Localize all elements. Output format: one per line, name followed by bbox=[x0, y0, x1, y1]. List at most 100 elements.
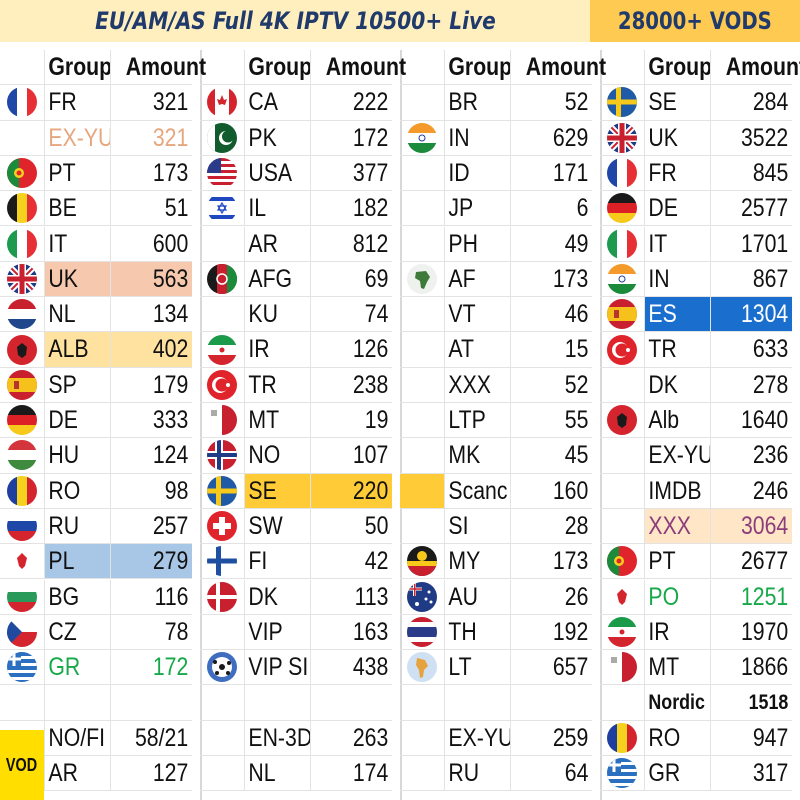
group-cell: FR bbox=[44, 85, 110, 121]
amount-cell: 222 bbox=[310, 85, 392, 121]
table-header-row: Group Amount bbox=[400, 50, 606, 86]
amount-cell bbox=[110, 685, 192, 721]
group-cell: KU bbox=[244, 297, 310, 333]
table-row: ES 1304 bbox=[600, 297, 800, 333]
group-cell: AFG bbox=[244, 261, 310, 298]
australia-flag-icon bbox=[400, 580, 444, 615]
header-flag-cell bbox=[200, 50, 244, 86]
group-cell: NO/FI bbox=[44, 720, 110, 756]
table-row: EX-YU 236 bbox=[600, 438, 800, 474]
amount-cell: 192 bbox=[510, 614, 592, 651]
table-row: TH 192 bbox=[400, 614, 600, 651]
group-cell: SW bbox=[244, 508, 310, 545]
amount-cell: 171 bbox=[510, 155, 592, 192]
table-row: Alb 1640 bbox=[600, 403, 800, 439]
russia-flag-icon bbox=[0, 509, 44, 545]
amount-cell: 238 bbox=[310, 367, 392, 403]
table-row: PL 279 bbox=[0, 544, 200, 580]
table-row: SE 220 bbox=[200, 473, 400, 509]
table-row bbox=[400, 685, 600, 721]
group-cell: AR bbox=[44, 756, 110, 792]
denmark-flag-icon bbox=[200, 580, 244, 615]
table-row: ALB 402 bbox=[0, 332, 200, 368]
group-cell: DK bbox=[244, 579, 310, 615]
table-row: SE 284 bbox=[600, 85, 800, 121]
group-cell: DK bbox=[644, 367, 710, 403]
group-cell: JP bbox=[444, 191, 510, 227]
group-cell: CZ bbox=[44, 614, 110, 651]
flag-cell bbox=[200, 615, 244, 651]
group-cell bbox=[44, 685, 110, 721]
amount-cell: 116 bbox=[110, 579, 192, 615]
table-row: VIP 163 bbox=[200, 614, 400, 651]
table-row: PH 49 bbox=[400, 226, 600, 262]
poland-flag-icon bbox=[600, 580, 644, 615]
table-row: IR 1970 bbox=[600, 614, 800, 651]
bulgaria-flag-icon bbox=[0, 580, 44, 615]
flag-cell bbox=[400, 509, 444, 545]
spain-flag-icon bbox=[600, 297, 644, 333]
table-row: UK 3522 bbox=[600, 120, 800, 156]
table-row: CA 222 bbox=[200, 85, 400, 121]
amount-cell: 42 bbox=[310, 544, 392, 580]
table-row: GR 317 bbox=[600, 756, 800, 792]
amount-header: Amount bbox=[710, 50, 800, 86]
amount-cell: 629 bbox=[510, 120, 592, 156]
amount-cell: 6 bbox=[510, 191, 592, 227]
amount-cell: 1866 bbox=[710, 650, 792, 686]
table-row: AT 15 bbox=[400, 332, 600, 368]
flag-cell bbox=[400, 191, 444, 227]
header-title-banner: EU/AM/AS Full 4K IPTV 10500+ Live bbox=[0, 0, 590, 42]
amount-cell: 377 bbox=[310, 155, 392, 192]
group-cell: ES bbox=[644, 297, 710, 333]
amount-cell: 1701 bbox=[710, 226, 792, 262]
vods-title: 28000+ VODS bbox=[618, 7, 772, 35]
amount-cell: 3522 bbox=[710, 120, 792, 156]
germany-flag-icon bbox=[0, 403, 44, 439]
group-cell: SI bbox=[444, 508, 510, 545]
amount-cell: 173 bbox=[510, 261, 592, 298]
table-row: Scanc 160 bbox=[400, 473, 600, 509]
amount-cell: 845 bbox=[710, 155, 792, 192]
flag-cell bbox=[600, 474, 644, 509]
vod-label: VOD bbox=[6, 754, 38, 775]
amount-cell: 46 bbox=[510, 297, 592, 333]
table-row: AF 173 bbox=[400, 261, 600, 298]
flag-cell bbox=[600, 438, 644, 474]
group-cell: TR bbox=[244, 367, 310, 403]
group-cell: BR bbox=[444, 85, 510, 121]
group-header: Group bbox=[444, 50, 510, 86]
finland-flag-icon bbox=[200, 544, 244, 580]
amount-header: Amount bbox=[110, 50, 206, 86]
netherlands-flag-icon bbox=[0, 297, 44, 333]
table-row: MY 173 bbox=[400, 544, 600, 580]
table-row: EX-YU 321 bbox=[0, 120, 200, 156]
flag-cell bbox=[200, 227, 244, 262]
group-cell: PH bbox=[444, 226, 510, 262]
group-cell: CA bbox=[244, 85, 310, 121]
group-cell: DE bbox=[44, 403, 110, 439]
flag-cell bbox=[400, 473, 444, 509]
group-cell: PL bbox=[44, 544, 110, 580]
amount-cell: 600 bbox=[110, 226, 192, 262]
amount-cell: 74 bbox=[310, 297, 392, 333]
table-row: IN 629 bbox=[400, 120, 600, 156]
czech-flag-icon bbox=[0, 615, 44, 651]
india-flag-icon bbox=[400, 121, 444, 156]
amount-cell: 3064 bbox=[710, 508, 792, 545]
group-cell: IL bbox=[244, 191, 310, 227]
table-row: UK 563 bbox=[0, 261, 200, 298]
group-cell: MY bbox=[444, 544, 510, 580]
greece-flag-icon bbox=[600, 756, 644, 792]
amount-cell: 236 bbox=[710, 438, 792, 474]
channel-column-4: Group Amount SE 284 UK 3522 FR 845 DE 2577 IT 1701 I… bbox=[600, 50, 800, 800]
amount-cell: 867 bbox=[710, 261, 792, 298]
table-row: IL 182 bbox=[200, 191, 400, 227]
header-flag-cell bbox=[0, 50, 44, 86]
group-cell: GR bbox=[44, 650, 110, 686]
table-row: EN-3D 263 bbox=[200, 720, 400, 756]
group-cell bbox=[444, 685, 510, 721]
group-cell: PK bbox=[244, 120, 310, 156]
group-cell: PT bbox=[44, 155, 110, 192]
germany-flag-icon bbox=[600, 191, 644, 227]
